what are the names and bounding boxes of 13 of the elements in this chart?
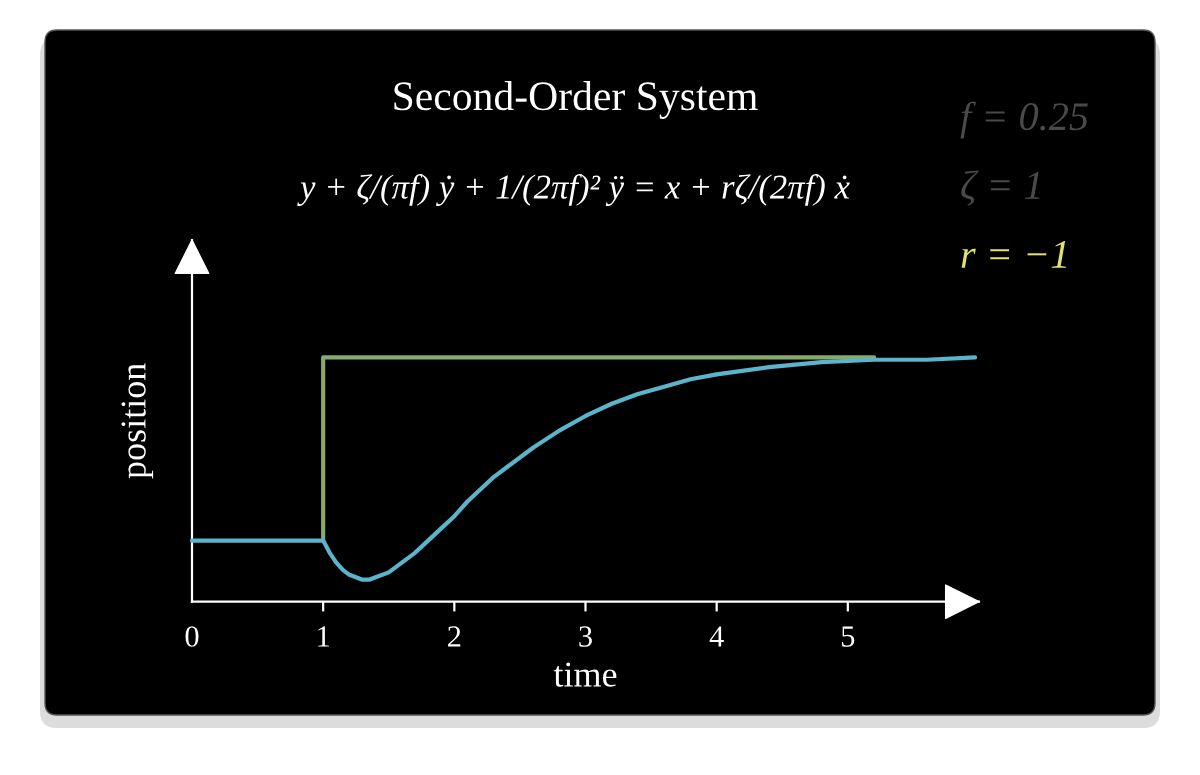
x-tick-label: 5 — [841, 626, 855, 647]
x-tick-label: 1 — [318, 626, 329, 647]
chart-title: Second-Order System — [394, 81, 758, 119]
x-axis-title: time — [553, 662, 617, 687]
chart-subtitle: y + ζ/(πf) ẏ + 1/(2πf)² ÿ = x + rζ/(2πf) ẋ — [297, 174, 850, 206]
text: r = −1 — [961, 241, 1066, 268]
x-tick-label: 3 — [579, 626, 592, 647]
text: f = 0.25 — [960, 101, 1088, 139]
y-axis-title: position — [121, 363, 154, 479]
x-tick-label: 0 — [185, 626, 199, 647]
text: ζ = 1 — [961, 170, 1040, 206]
x-tick-label: 4 — [709, 626, 724, 647]
x-tick-label: 2 — [448, 626, 461, 647]
